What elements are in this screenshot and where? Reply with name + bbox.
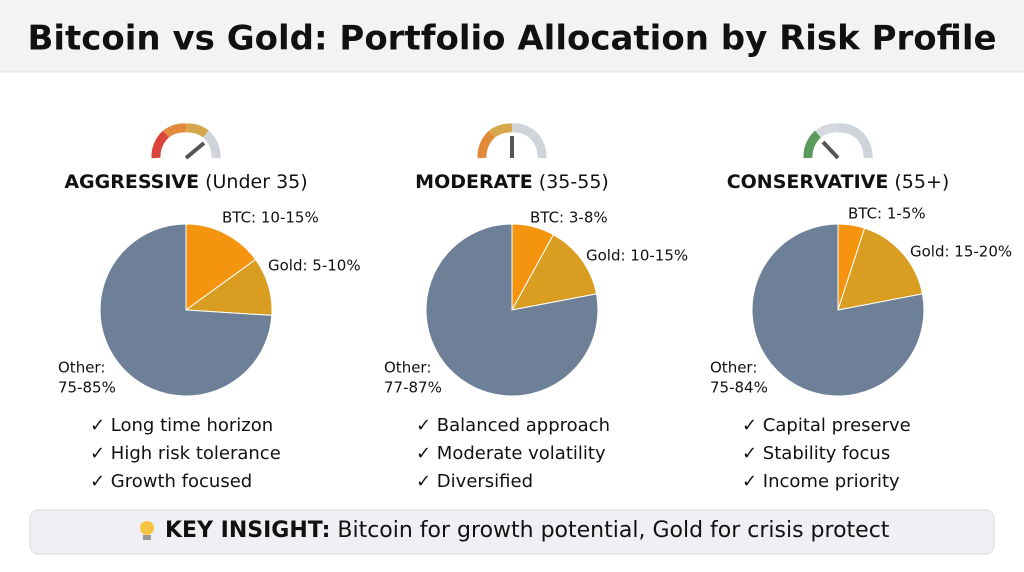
gauge [477,123,547,159]
profile-name: AGGRESSIVE [64,171,199,193]
feature-point: ✓ Stability focus [742,443,890,464]
slice-label: BTC: 10-15% [222,209,319,227]
gauge [803,123,873,160]
insight-text: Bitcoin for growth potential, Gold for c… [337,518,889,543]
feature-point: ✓ Capital preserve [742,415,911,436]
pie-slice [99,223,273,397]
feature-point: ✓ Moderate volatility [416,443,606,464]
slice-label: Other: [384,359,431,377]
slice-label: Gold: 5-10% [268,257,361,275]
slice-label: Other: [710,359,757,377]
slice-label: 77-87% [384,379,442,397]
slice-label: 75-85% [58,379,116,397]
feature-point: ✓ Diversified [416,471,533,492]
pie-slice [837,227,924,311]
slice-label: 75-84% [710,379,768,397]
slice-label: Other: [58,359,105,377]
profile-age: (Under 35) [205,171,308,193]
pie-slice [185,223,257,311]
feature-point: ✓ High risk tolerance [90,443,281,464]
profile-heading: CONSERVATIVE (55+) [727,171,950,193]
bulb-icon [140,521,154,540]
gauge [151,123,221,160]
pie-slice [511,233,598,311]
feature-point: ✓ Long time horizon [90,415,273,436]
title: Bitcoin vs Gold: Portfolio Allocation by… [27,19,996,59]
slice-label: Gold: 10-15% [586,247,688,265]
slice-label: BTC: 1-5% [848,205,926,223]
profile-heading: AGGRESSIVE (Under 35) [64,171,307,193]
pie-slice [425,223,599,397]
insight-label: KEY INSIGHT: [165,518,330,543]
profile-age: (35-55) [539,171,609,193]
profile-name: MODERATE [415,171,533,193]
profile-age: (55+) [894,171,949,193]
slice-label: BTC: 3-8% [530,209,608,227]
insight: KEY INSIGHT: Bitcoin for growth potential… [165,518,890,543]
profile-heading: MODERATE (35-55) [415,171,609,193]
feature-point: ✓ Growth focused [90,471,252,492]
pie-slice [751,223,925,397]
profile-name: CONSERVATIVE [727,171,889,193]
title-band [0,0,1024,72]
feature-point: ✓ Income priority [742,471,900,492]
insight-box [29,509,995,555]
feature-point: ✓ Balanced approach [416,415,610,436]
slice-label: Gold: 15-20% [910,243,1012,261]
